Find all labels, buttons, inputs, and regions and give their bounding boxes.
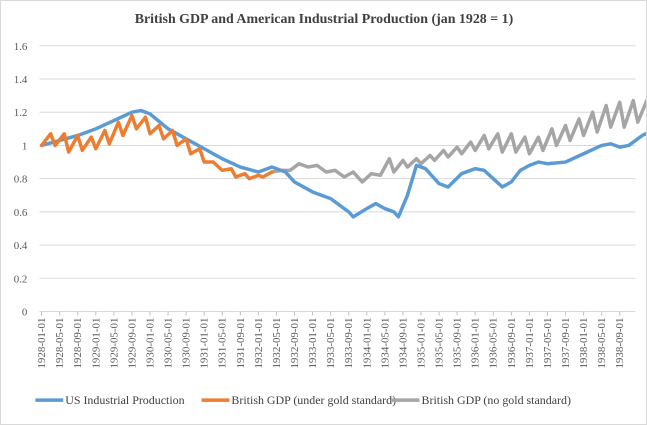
x-tick-label: 1931-01-01 [199,318,211,369]
x-tick-label: 1934-05-01 [379,318,391,369]
x-tick-label: 1932-01-01 [253,318,265,369]
y-tick-label: 0 [22,307,28,319]
x-tick-label: 1928-01-01 [36,318,48,369]
series-line-1 [39,113,274,181]
series-lines [39,98,646,219]
legend: US Industrial Production British GDP (und… [35,393,571,407]
x-tick-label: 1933-05-01 [325,318,337,369]
gridlines [39,45,636,313]
x-tick-label: 1928-09-01 [72,318,84,369]
x-tick-label: 1929-05-01 [108,318,120,369]
legend-label-0: US Industrial Production [65,393,184,407]
series-line-0 [39,108,646,219]
y-tick-label: 1.6 [14,41,28,53]
x-tick-label: 1938-09-01 [614,318,626,369]
x-tick-label: 1936-09-01 [506,318,518,369]
y-tick-label: 0.2 [14,273,28,285]
y-tick-label: 1.2 [14,107,28,119]
y-tick-label: 1.4 [14,74,28,86]
x-tick-label: 1937-09-01 [560,318,572,369]
x-tick-label: 1930-01-01 [144,318,156,369]
legend-label-2: British GDP (no gold standard) [422,393,571,407]
x-tick-label: 1938-01-01 [578,318,590,369]
x-tick-label: 1934-01-01 [361,318,373,369]
x-tick-label: 1936-05-01 [488,318,500,369]
y-tick-label: 0.4 [14,240,28,252]
x-tick-label: 1929-09-01 [126,318,138,369]
x-tick-label: 1929-01-01 [90,318,102,369]
x-tick-label: 1936-01-01 [470,318,482,369]
y-tick-label: 0.8 [14,174,28,186]
chart-title: British GDP and American Industrial Prod… [135,12,514,27]
x-tick-label: 1928-05-01 [54,318,66,369]
x-tick-label: 1932-09-01 [289,318,301,369]
y-tick-label: 1 [22,140,27,152]
series-line-2 [270,98,646,184]
x-tick-label: 1935-01-01 [415,318,427,369]
x-axis: 1928-01-01 1928-05-01 1928-09-01 1929-01-01… [36,311,626,369]
x-tick-label: 1934-09-01 [397,318,409,369]
x-tick-label: 1935-05-01 [434,318,446,369]
legend-label-1: British GDP (under gold standard) [231,393,396,407]
x-tick-label: 1931-05-01 [217,318,229,369]
x-tick-label: 1935-09-01 [452,318,464,369]
x-tick-label: 1938-05-01 [596,318,608,369]
x-tick-label: 1933-01-01 [307,318,319,369]
x-tick-label: 1937-05-01 [542,318,554,369]
y-tick-label: 0.6 [14,207,28,219]
x-tick-label: 1930-09-01 [181,318,193,369]
x-tick-label: 1933-09-01 [343,318,355,369]
x-tick-label: 1931-09-01 [235,318,247,369]
x-tick-label: 1930-05-01 [163,318,175,369]
y-axis: 0 0.2 0.4 0.6 0.8 1 1.2 1.4 1.6 [14,41,28,319]
x-tick-label: 1932-05-01 [271,318,283,369]
x-tick-label: 1937-01-01 [524,318,536,369]
